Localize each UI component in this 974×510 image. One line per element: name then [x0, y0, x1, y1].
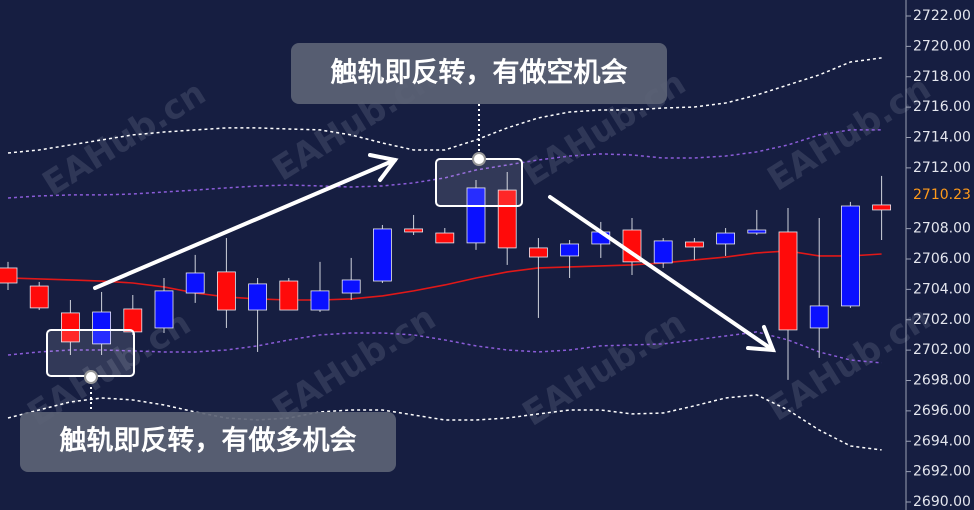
y-tick-label: 2704.00	[913, 281, 971, 297]
y-tick-label: 2718.00	[913, 69, 971, 85]
y-tick-label: 2702.00	[913, 342, 971, 358]
highlight-box	[435, 158, 523, 207]
arrow-head	[746, 325, 777, 353]
watermark: EAHub.cn	[36, 73, 213, 204]
candle-body	[92, 311, 111, 345]
anchor-dot	[84, 370, 98, 384]
candle-body	[123, 308, 143, 333]
annotations: 触轨即反转，有做空机会 触轨即反转，有做多机会	[20, 43, 777, 472]
note-text: 触轨即反转，有做空机会	[331, 57, 628, 89]
y-tick-label: 2694.00	[913, 433, 971, 449]
candle-body	[529, 247, 548, 258]
candle-body	[248, 283, 268, 311]
note-text: 触轨即反转，有做多机会	[60, 425, 357, 457]
candle-body	[279, 280, 299, 311]
note-box	[20, 412, 396, 472]
candle-body	[747, 229, 767, 234]
candle-body	[29, 285, 49, 309]
candle-body	[61, 312, 80, 343]
y-tick-label: 2716.00	[913, 99, 971, 115]
candle-body	[341, 279, 361, 294]
arrows	[93, 153, 777, 353]
last-price-label: 2710.23	[913, 187, 971, 203]
arrow	[93, 158, 397, 290]
y-tick-label: 2690.00	[913, 494, 971, 510]
plot	[0, 57, 891, 451]
candle-body	[716, 232, 735, 245]
y-tick-label: 2714.00	[913, 130, 971, 146]
y-tick-label: 2706.00	[913, 251, 971, 267]
y-tick-label: 2708.00	[913, 221, 971, 237]
highlight-box	[46, 329, 135, 377]
y-tick-label: 2692.00	[913, 464, 971, 480]
candle-body	[310, 290, 330, 311]
candle-body	[372, 228, 392, 282]
y-tick-label: 2698.00	[913, 373, 971, 389]
y-tick-label: 2702.00	[913, 312, 971, 328]
band-line	[7, 129, 882, 199]
watermark: EAHub.cn	[266, 298, 443, 429]
arrow-head	[368, 153, 399, 182]
candle-body	[466, 187, 486, 244]
y-tick-label: 2722.00	[913, 8, 971, 24]
candle-body	[435, 232, 455, 244]
arrow	[548, 195, 775, 352]
candle-body	[154, 290, 174, 329]
y-tick-label: 2720.00	[913, 38, 971, 54]
last-price-box	[908, 185, 972, 204]
candle-body	[809, 305, 829, 329]
anchor-dot	[472, 152, 486, 166]
watermark: EAHub.cn	[761, 68, 938, 199]
y-tick-label: 2696.00	[913, 403, 971, 419]
candle-body	[0, 267, 18, 284]
note-box	[291, 43, 667, 104]
candle-body	[404, 228, 424, 233]
candle-body	[653, 240, 673, 264]
candle-body	[216, 271, 236, 311]
band-line	[7, 57, 882, 154]
candle-body	[778, 231, 798, 331]
band-line	[7, 250, 882, 301]
candle-body	[560, 243, 579, 257]
candle-body	[185, 272, 205, 294]
candle-body	[497, 189, 517, 249]
watermark: EAHub.cn	[516, 303, 693, 434]
y-tick-label: 2712.00	[913, 160, 971, 176]
candle-body	[685, 241, 704, 248]
candle-body	[841, 205, 860, 307]
band-line	[7, 331, 882, 364]
candle-body	[872, 204, 891, 211]
